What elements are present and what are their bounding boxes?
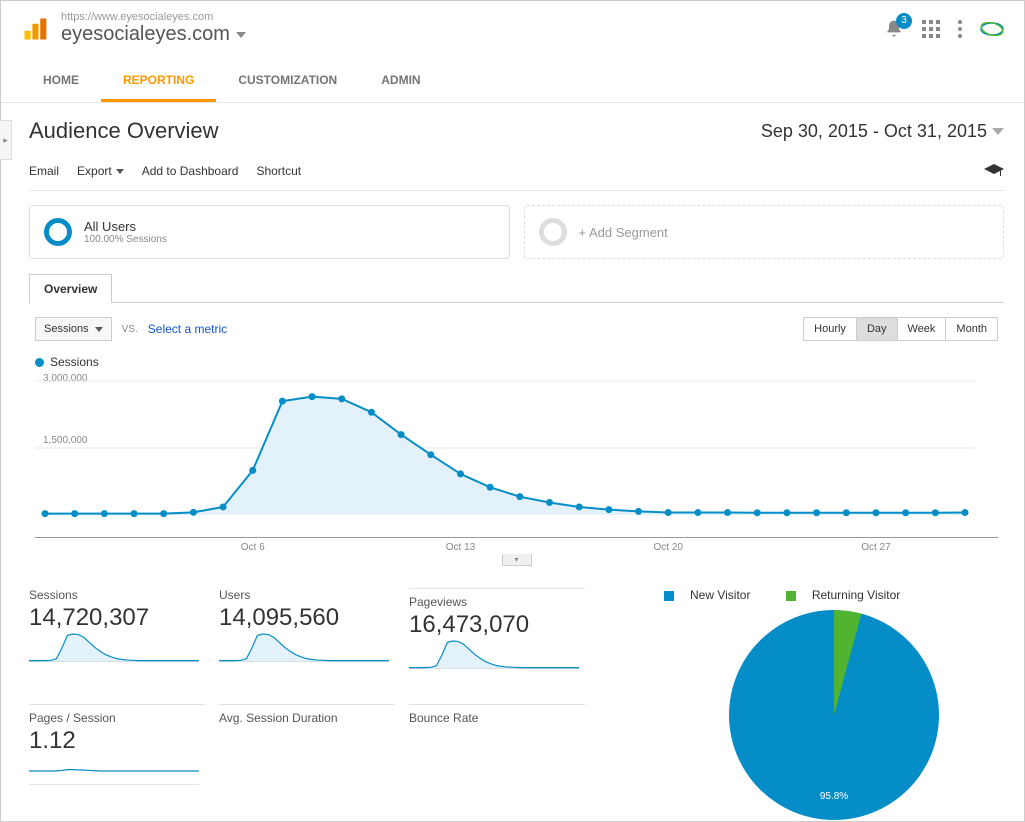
metric-selector[interactable]: Sessions: [35, 317, 112, 341]
x-axis-label: Oct 27: [861, 542, 890, 553]
site-name-label: eyesocialeyes.com: [61, 23, 230, 46]
x-axis-label: Oct 20: [653, 542, 682, 553]
date-range-picker[interactable]: Sep 30, 2015 - Oct 31, 2015: [761, 121, 1004, 142]
sparkline: [29, 632, 199, 662]
metric-selector-label: Sessions: [44, 323, 89, 335]
granularity-month[interactable]: Month: [946, 318, 997, 340]
sessions-chart: 3,000,000 1,500,000: [35, 373, 998, 538]
export-label: Export: [77, 164, 112, 178]
segment-placeholder-icon: [539, 218, 567, 246]
chevron-down-icon: [236, 32, 246, 38]
metric-label: Pageviews: [409, 588, 585, 611]
metric-label: Sessions: [29, 588, 205, 604]
metric-label: Users: [219, 588, 395, 604]
sparkline: [219, 632, 389, 662]
pie-pct-label: 95.8%: [820, 791, 848, 802]
nav-tab-admin[interactable]: ADMIN: [359, 61, 442, 102]
line-chart-svg: [35, 373, 975, 538]
nav-tab-customization[interactable]: CUSTOMIZATION: [216, 61, 359, 102]
metric-label: Pages / Session: [29, 704, 205, 727]
metric-card[interactable]: Pageviews16,473,070: [409, 588, 599, 704]
chart-legend: Sessions: [29, 355, 1004, 373]
legend-square-icon: [786, 591, 796, 601]
content: Audience Overview Sep 30, 2015 - Oct 31,…: [1, 103, 1024, 820]
add-segment-button[interactable]: + Add Segment: [524, 205, 1005, 259]
metric-value: 1.12: [29, 727, 205, 755]
metric-label: Bounce Rate: [409, 704, 585, 727]
granularity-hourly[interactable]: Hourly: [804, 318, 857, 340]
pie-legend-new: New Visitor: [690, 588, 750, 602]
add-segment-label: + Add Segment: [579, 225, 668, 240]
segment-all-users[interactable]: All Users 100.00% Sessions: [29, 205, 510, 259]
sparkline: [29, 755, 199, 785]
legend-square-icon: [664, 591, 674, 601]
email-button[interactable]: Email: [29, 164, 59, 178]
granularity-week[interactable]: Week: [898, 318, 947, 340]
education-icon[interactable]: [984, 164, 1004, 178]
segment-title: All Users: [84, 219, 167, 234]
nav-tab-reporting[interactable]: REPORTING: [101, 61, 216, 102]
visitor-pie-chart: 95.8%: [729, 610, 939, 820]
sparkline: [409, 639, 579, 669]
nav-tab-home[interactable]: HOME: [21, 61, 101, 102]
more-vert-icon[interactable]: [958, 20, 962, 38]
pie-legend-returning: Returning Visitor: [812, 588, 901, 602]
granularity-toggle: Hourly Day Week Month: [803, 317, 998, 341]
date-range-label: Sep 30, 2015 - Oct 31, 2015: [761, 121, 987, 142]
metric-card[interactable]: Bounce Rate: [409, 704, 599, 820]
chart-legend-label: Sessions: [50, 355, 99, 369]
add-to-dashboard-button[interactable]: Add to Dashboard: [142, 164, 239, 178]
chart-controls: Sessions VS. Select a metric Hourly Day …: [29, 303, 1004, 355]
segment-subtitle: 100.00% Sessions: [84, 234, 167, 245]
toolbar: Email Export Add to Dashboard Shortcut: [29, 156, 1004, 191]
top-bar: https://www.eyesocialeyes.com eyesociale…: [1, 1, 1024, 51]
chevron-down-icon: [116, 169, 124, 174]
metric-card[interactable]: Sessions14,720,307: [29, 588, 219, 704]
metric-value: 16,473,070: [409, 611, 585, 639]
apps-grid-icon[interactable]: [922, 20, 940, 38]
granularity-day[interactable]: Day: [857, 318, 898, 340]
metric-value: 14,720,307: [29, 604, 205, 632]
legend-dot-icon: [35, 358, 44, 367]
x-axis-labels: Oct 6 Oct 13 Oct 20 Oct 27: [29, 538, 1004, 556]
top-icons: 3: [884, 19, 1004, 39]
metric-value: 14,095,560: [219, 604, 395, 632]
site-info: https://www.eyesocialeyes.com eyesociale…: [61, 11, 884, 46]
select-metric-link[interactable]: Select a metric: [148, 322, 227, 336]
segments-row: All Users 100.00% Sessions + Add Segment: [29, 205, 1004, 259]
vs-label: VS.: [122, 324, 138, 335]
visitor-panel: New Visitor Returning Visitor 95.8%: [664, 588, 1004, 820]
sidebar-expand-handle[interactable]: ▸: [0, 120, 12, 160]
shortcut-button[interactable]: Shortcut: [256, 164, 301, 178]
site-url: https://www.eyesocialeyes.com: [61, 11, 884, 23]
header-row: Audience Overview Sep 30, 2015 - Oct 31,…: [29, 118, 1004, 144]
notifications-button[interactable]: 3: [884, 19, 904, 39]
chevron-down-icon: [992, 128, 1004, 135]
metric-label: Avg. Session Duration: [219, 704, 395, 727]
x-axis-label: Oct 13: [446, 542, 475, 553]
nav-tabs: HOME REPORTING CUSTOMIZATION ADMIN: [1, 61, 1024, 103]
notifications-badge: 3: [896, 13, 912, 29]
page-title: Audience Overview: [29, 118, 219, 144]
site-selector[interactable]: eyesocialeyes.com: [61, 23, 884, 46]
pie-slice: [729, 610, 939, 820]
tab-overview[interactable]: Overview: [29, 274, 112, 303]
lower-section: Sessions14,720,307Users14,095,560Pagevie…: [29, 588, 1004, 820]
metric-card[interactable]: Users14,095,560: [219, 588, 409, 704]
tab-strip: Overview: [29, 273, 1004, 303]
metric-card[interactable]: Avg. Session Duration: [219, 704, 409, 820]
segment-circle-icon: [44, 218, 72, 246]
metrics-grid: Sessions14,720,307Users14,095,560Pagevie…: [29, 588, 664, 820]
eye-logo-icon: [980, 22, 1004, 36]
x-axis-label: Oct 6: [241, 542, 265, 553]
pie-legend: New Visitor Returning Visitor: [664, 588, 1004, 602]
metric-card[interactable]: Pages / Session1.12: [29, 704, 219, 820]
chevron-down-icon: [95, 327, 103, 332]
ga-logo-icon: [21, 15, 49, 43]
export-button[interactable]: Export: [77, 164, 124, 178]
